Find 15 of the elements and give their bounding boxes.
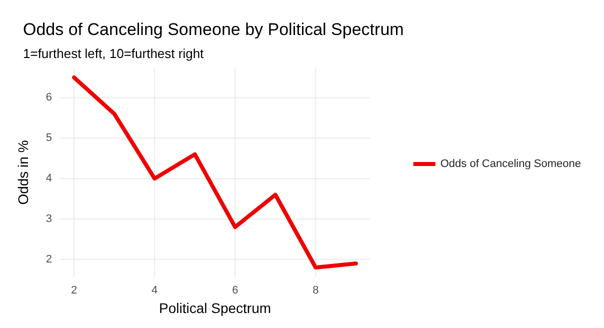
y-tick-label: 5 [46,132,52,144]
x-axis-title: Political Spectrum [158,300,272,316]
chart-title: Odds of Canceling Someone by Political Spectrum [23,20,404,39]
y-tick-label: 6 [46,92,52,104]
y-axis-title: Odds in % [15,140,31,205]
x-tick-label: 6 [232,284,238,296]
legend-label: Odds of Canceling Someone [440,158,582,170]
y-tick-label: 2 [46,253,52,266]
x-tick-label: 2 [71,284,78,296]
y-tick-label: 4 [46,172,52,185]
x-tick-label: 4 [152,284,158,296]
x-tick-label: 8 [312,284,319,296]
chart-subtitle: 1=furthest left, 10=furthest right [23,46,204,61]
y-tick-label: 3 [46,212,52,225]
line-series [72,76,358,270]
